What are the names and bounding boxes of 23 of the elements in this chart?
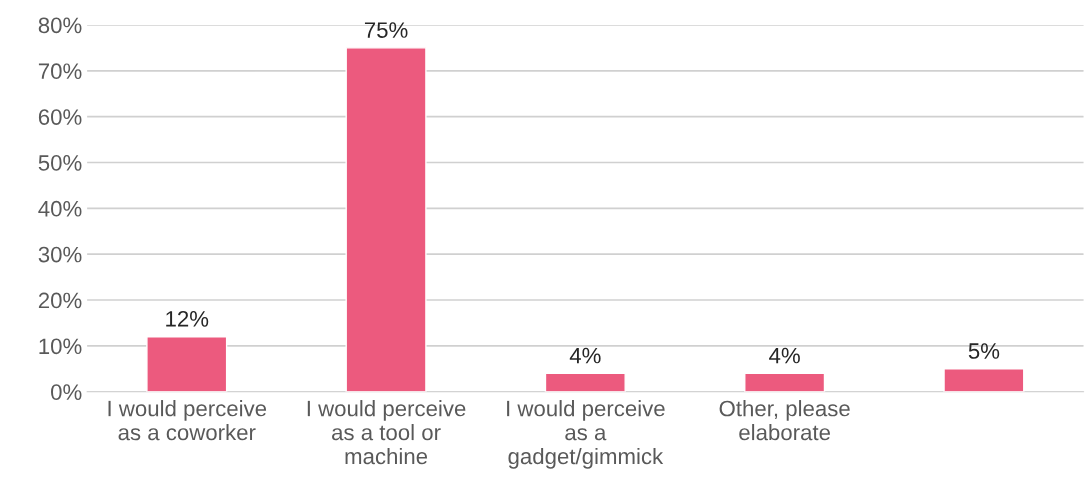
data-label: 5% [968, 343, 1000, 359]
bar [744, 372, 826, 392]
y-tick-label: 70% [38, 63, 82, 80]
x-tick-label: Other, please elaborate [719, 400, 850, 441]
y-tick-label: 10% [39, 338, 82, 355]
bar [345, 47, 427, 392]
data-label: 4% [769, 347, 800, 364]
bar [544, 372, 626, 392]
bar [943, 368, 1025, 392]
data-label: 4% [569, 347, 601, 364]
y-tick-label: 0% [51, 384, 82, 400]
y-tick-label: 60% [38, 109, 82, 125]
x-tick-label: I would perceive as a gadget/gimmick [507, 400, 665, 469]
y-tick-label: 40% [38, 200, 82, 217]
bar [146, 336, 228, 392]
x-tick-label: I would perceive as a tool or machine [307, 400, 466, 465]
y-tick-label: 80% [38, 17, 82, 34]
y-tick-label: 30% [38, 246, 82, 263]
y-tick-label: 20% [38, 292, 82, 309]
x-tick-label: I would perceive as a coworker [108, 400, 267, 441]
y-tick-label: 50% [38, 155, 82, 171]
data-label: 12% [166, 311, 209, 327]
data-label: 75% [364, 22, 408, 38]
